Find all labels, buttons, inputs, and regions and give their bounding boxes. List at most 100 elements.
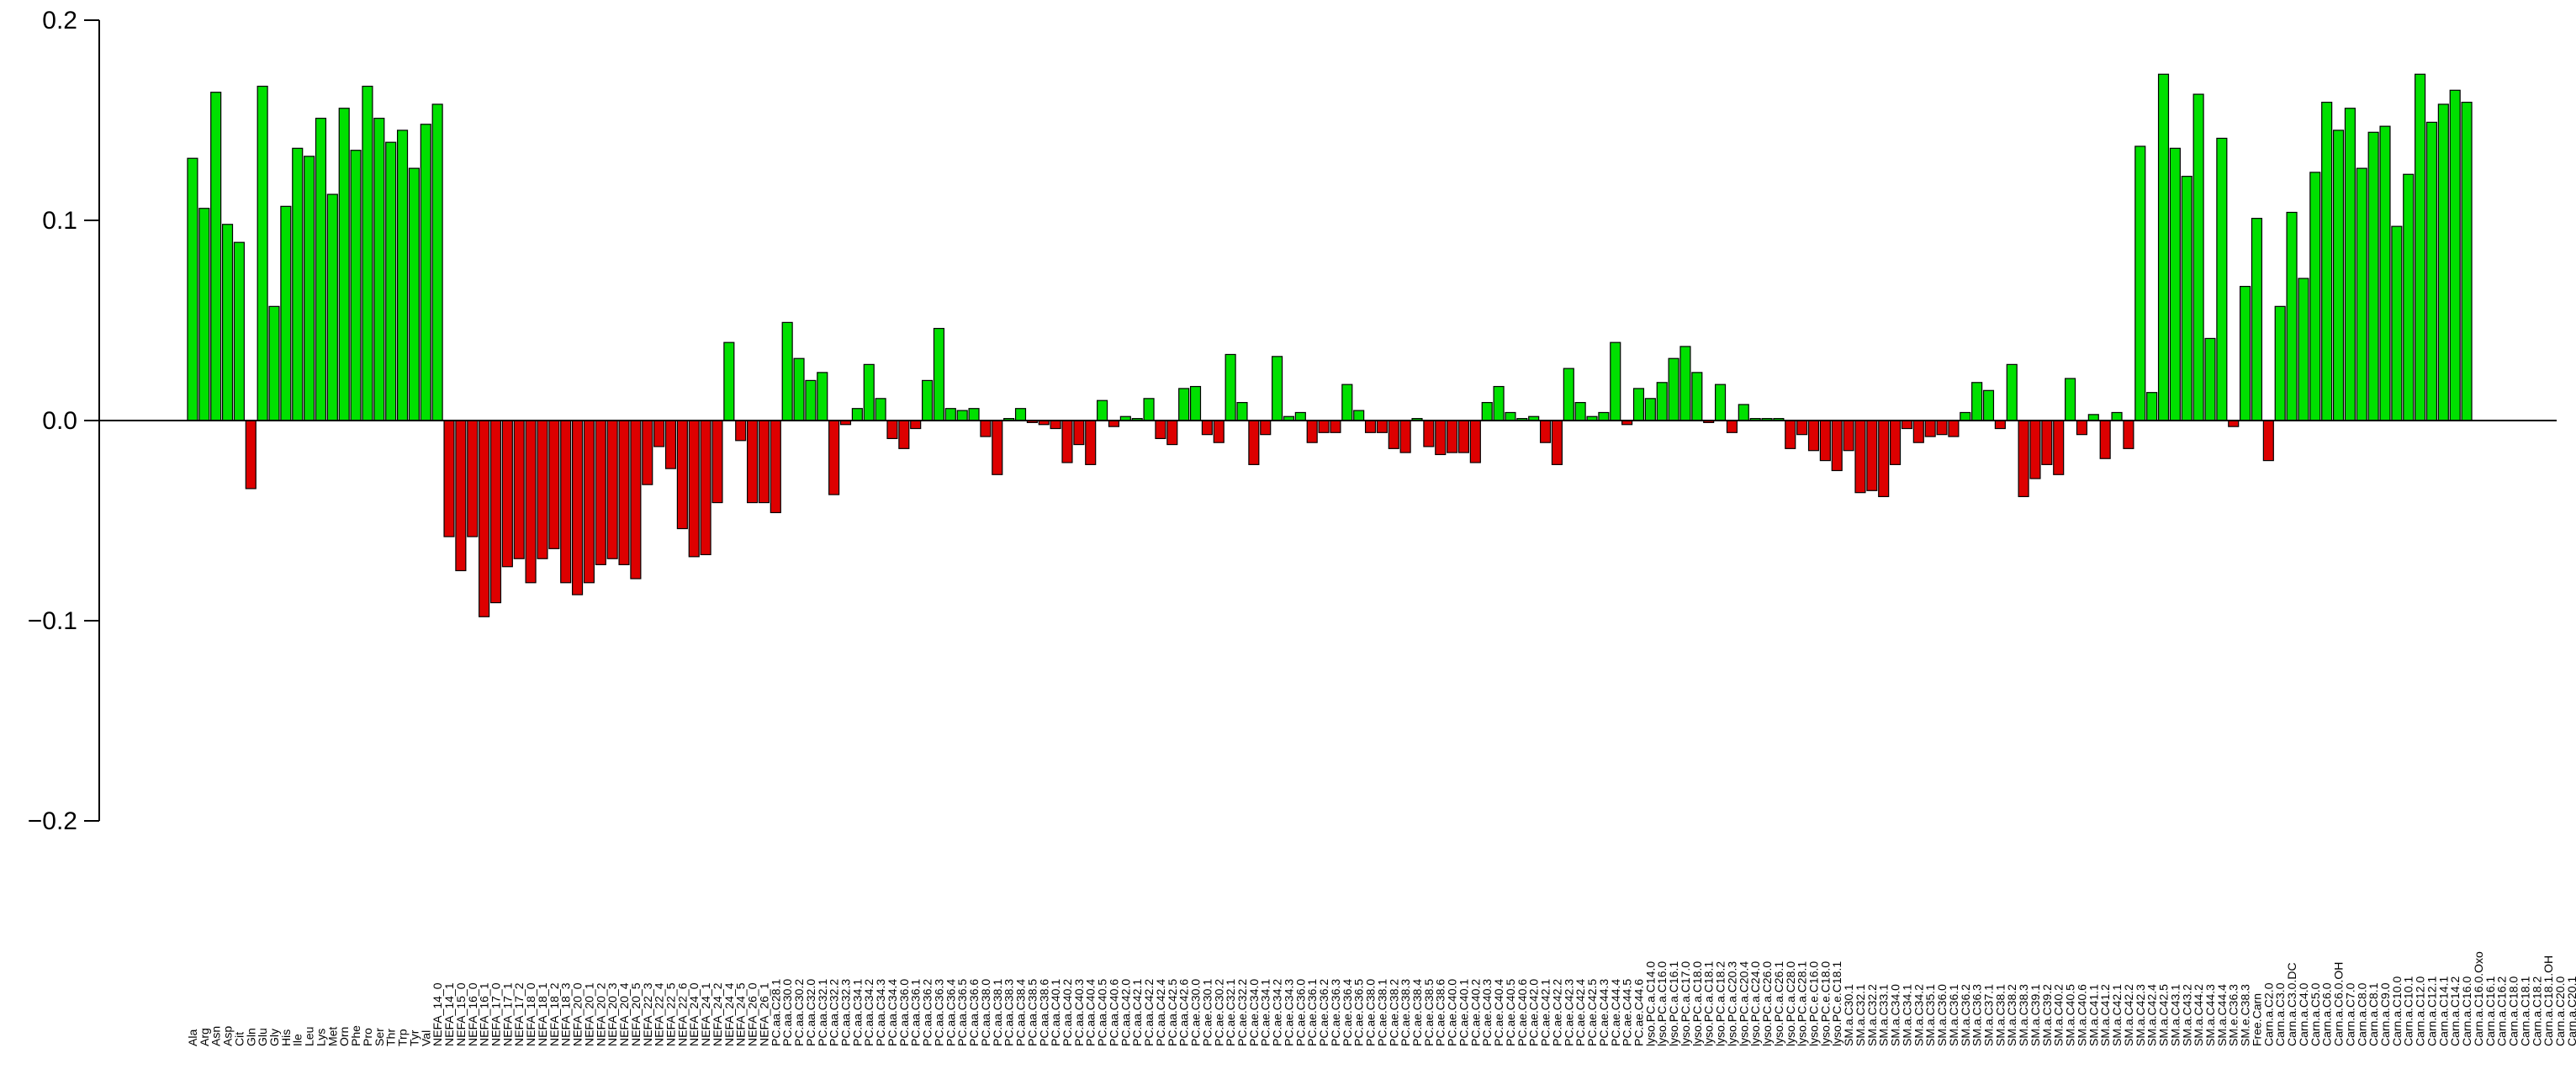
x-tick-label: SM.a.C34.2 bbox=[1912, 984, 1925, 1046]
bar-PC.ae.C30.1 bbox=[1201, 420, 1213, 436]
x-tick-label: PC.ae.C34.3 bbox=[1282, 979, 1295, 1046]
bar-Met bbox=[326, 193, 338, 421]
bar-PC.aa.C38.0 bbox=[980, 420, 992, 437]
bar-PC.ae.C36.2 bbox=[1318, 420, 1330, 433]
x-tick-label: lyso.PC.e.C18.0 bbox=[1818, 961, 1832, 1046]
x-tick-label: Carn.a.C3.0.DC bbox=[2285, 962, 2298, 1046]
x-tick-label: PC.aa.C34.3 bbox=[874, 979, 887, 1046]
bar-NEFA_24_4 bbox=[723, 341, 735, 421]
bar-Carn.a.C7.0 bbox=[2344, 108, 2356, 421]
x-tick-label: SM.a.C36.3 bbox=[1970, 984, 1984, 1046]
x-tick-label: SM.a.C38.3 bbox=[2017, 984, 2030, 1046]
x-tick-label: SM.a.C32.1 bbox=[1854, 984, 1867, 1046]
bar-PC.ae.C42.3 bbox=[1563, 368, 1574, 421]
bar-PC.ae.C36.0 bbox=[1294, 411, 1306, 421]
bar-PC.ae.C40.4 bbox=[1493, 385, 1505, 421]
x-tick-label: PC.ae.C36.1 bbox=[1305, 979, 1319, 1046]
bar-PC.ae.C40.5 bbox=[1505, 411, 1516, 421]
bar-Carn.a.C4.0 bbox=[2298, 278, 2309, 421]
x-tick-label: lyso.PC.a.C14.0 bbox=[1643, 961, 1657, 1046]
bar-PC.aa.C32.0 bbox=[805, 379, 817, 421]
x-tick-label: lyso.PC.a.C18.1 bbox=[1702, 961, 1716, 1046]
bar-Pro bbox=[362, 85, 373, 421]
bar-lyso.PC.a.C28.0 bbox=[1785, 420, 1796, 449]
x-tick-label: PC.ae.C40.1 bbox=[1457, 979, 1470, 1046]
bar-NEFA_24_1 bbox=[700, 420, 711, 556]
x-tick-label: NEFA_18_1 bbox=[536, 982, 549, 1046]
x-tick-label: PC.ae.C40.2 bbox=[1468, 979, 1482, 1046]
x-tick-label: PC.aa.C40.4 bbox=[1084, 979, 1098, 1046]
x-tick-label: PC.ae.C42.5 bbox=[1585, 979, 1599, 1046]
x-tick-label: lyso.PC.a.C28.0 bbox=[1784, 961, 1797, 1046]
bar-PC.ae.C30.0 bbox=[1189, 385, 1202, 421]
x-tick-label: Leu bbox=[303, 1027, 316, 1046]
x-tick-label: PC.aa.C42.6 bbox=[1177, 979, 1191, 1046]
x-tick-label: PC.aa.C36.2 bbox=[921, 979, 934, 1046]
x-tick-label: SM.a.C44.3 bbox=[2203, 984, 2217, 1046]
x-tick-label: PC.aa.C38.3 bbox=[1002, 979, 1016, 1046]
bar-PC.aa.C38.1 bbox=[992, 420, 1003, 475]
x-tick-label: Cit bbox=[232, 1032, 246, 1046]
x-tick-label: Carn.a.C16.0 bbox=[2460, 976, 2473, 1046]
x-tick-label: SM.a.C38.1 bbox=[1993, 984, 2007, 1046]
x-tick-label: NEFA_14_0 bbox=[431, 982, 444, 1046]
bar-PC.aa.C34.2 bbox=[863, 363, 875, 421]
bar-Orn bbox=[338, 108, 350, 421]
x-tick-label: PC.ae.C38.6 bbox=[1434, 979, 1447, 1046]
x-tick-label: Carn.a.C20.0 bbox=[2553, 976, 2567, 1046]
x-tick-label: Carn.a.C6.0 bbox=[2320, 982, 2334, 1046]
bar-PC.aa.C28.1 bbox=[770, 420, 781, 514]
bar-PC.ae.C32.1 bbox=[1225, 353, 1236, 421]
bar-PC.aa.C36.5 bbox=[956, 410, 968, 421]
bar-SM.a.C42.4 bbox=[2146, 392, 2158, 421]
bar-Ile bbox=[292, 147, 304, 421]
bar-SM.a.C35.1 bbox=[1924, 420, 1936, 437]
x-tick-label: SM.a.C40.5 bbox=[2064, 984, 2077, 1046]
x-tick-label: NEFA_17_0 bbox=[489, 982, 502, 1046]
bar-PC.aa.C38.4 bbox=[1014, 408, 1027, 421]
x-tick-label: NEFA_14_1 bbox=[442, 982, 456, 1046]
bar-PC.ae.C40.2 bbox=[1469, 420, 1481, 463]
x-tick-label: Carn.a.C14.1 bbox=[2436, 976, 2450, 1046]
x-tick-label: PC.ae.C34.2 bbox=[1271, 979, 1284, 1046]
x-tick-label: PC.ae.C36.0 bbox=[1293, 979, 1307, 1046]
bar-SM.e.C36.3 bbox=[2228, 420, 2240, 427]
x-tick-label: NEFA_26_1 bbox=[757, 982, 770, 1046]
x-tick-label: SM.a.C42.3 bbox=[2134, 984, 2147, 1046]
bar-NEFA_14_0 bbox=[431, 103, 443, 421]
bar-PC.ae.C40.0 bbox=[1447, 420, 1458, 453]
bar-NEFA_26_0 bbox=[746, 420, 759, 504]
x-tick-label: PC.ae.C38.0 bbox=[1364, 979, 1378, 1046]
x-tick-label: NEFA_24_2 bbox=[711, 982, 724, 1046]
x-tick-label: PC.aa.C28.1 bbox=[769, 979, 782, 1046]
bar-PC.aa.C36.0 bbox=[898, 420, 910, 449]
x-tick-label: Orn bbox=[337, 1027, 351, 1046]
x-tick-label: Thr bbox=[384, 1029, 398, 1046]
bar-lyso.PC.e.C18.1 bbox=[1831, 420, 1843, 472]
x-tick-label: Carn.a.C16.1 bbox=[2483, 976, 2497, 1046]
bar-NEFA_17_0 bbox=[489, 420, 502, 604]
x-tick-label: NEFA_18_0 bbox=[524, 982, 537, 1046]
bar-PC.aa.C42.4 bbox=[1155, 420, 1166, 440]
bar-NEFA_15_0 bbox=[455, 420, 467, 572]
x-tick-label: PC.aa.C42.4 bbox=[1154, 979, 1167, 1046]
bar-lyso.PC.a.C16.0 bbox=[1656, 382, 1668, 421]
x-tick-label: NEFA_20_3 bbox=[606, 982, 619, 1046]
x-tick-label: NEFA_18_3 bbox=[559, 982, 573, 1046]
bar-Thr bbox=[385, 141, 397, 421]
bar-Tyr bbox=[408, 167, 420, 421]
bar-PC.aa.C36.4 bbox=[944, 408, 956, 421]
x-tick-label: PC.ae.C40.3 bbox=[1480, 979, 1494, 1046]
bar-lyso.PC.a.C20.4 bbox=[1738, 404, 1749, 421]
x-tick-label: PC.aa.C40.6 bbox=[1107, 979, 1120, 1046]
x-tick-label: Carn.a.C16.0.Oxo bbox=[2472, 951, 2485, 1046]
bar-NEFA_22_4 bbox=[653, 420, 665, 447]
x-tick-label: NEFA_15_0 bbox=[454, 982, 468, 1046]
bar-SM.a.C34.2 bbox=[1912, 420, 1924, 443]
x-tick-label: PC.aa.C38.4 bbox=[1014, 979, 1028, 1046]
bar-Carn.a.C6.0 bbox=[2321, 101, 2333, 421]
x-tick-label: Carn.a.C18.0 bbox=[2507, 976, 2520, 1046]
x-tick-label: Met bbox=[325, 1027, 339, 1046]
bar-PC.ae.C38.0 bbox=[1364, 420, 1377, 433]
x-tick-label: Carn.a.C14.2 bbox=[2448, 976, 2462, 1046]
